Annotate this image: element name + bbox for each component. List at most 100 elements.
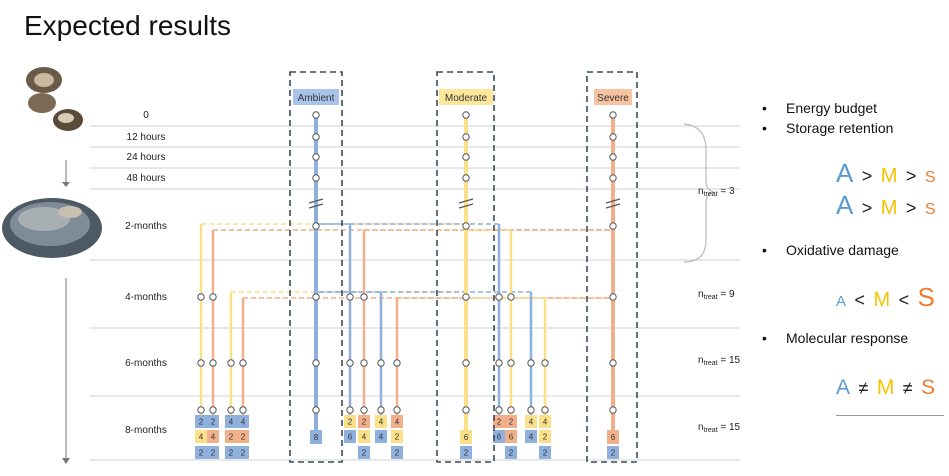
sample-count-box: [237, 430, 249, 443]
sample-count-box: [237, 415, 249, 428]
ineq-a: A: [836, 376, 851, 399]
timepoint-label: 2-months: [125, 221, 167, 232]
page-title: Expected results: [24, 10, 231, 41]
divider-line: [836, 415, 944, 416]
ineq-op: <: [898, 290, 910, 310]
sample-count-box: [195, 446, 207, 459]
molecular-inequality: A ≠ M ≠ S: [836, 376, 935, 400]
sampling-point: [312, 222, 320, 230]
sampling-point: [527, 359, 535, 367]
sample-count-box: [539, 446, 551, 459]
ineq-op: <: [854, 290, 865, 310]
sample-count-label: 2: [348, 418, 353, 427]
sampling-point: [312, 111, 320, 119]
sampling-point: [462, 174, 470, 182]
sample-count-box: [391, 415, 403, 428]
axis-break: [308, 198, 324, 204]
sampling-point: [312, 174, 320, 182]
sample-count-label: 6: [611, 433, 616, 442]
n-treat-label: ntreat = 15: [698, 422, 741, 434]
sample-count-label: 2: [395, 433, 400, 442]
sample-count-box: [375, 415, 387, 428]
axis-break: [458, 203, 474, 209]
sampling-point: [609, 406, 617, 414]
sampling-point: [346, 293, 354, 301]
n-treat-label: ntreat = 15: [698, 355, 741, 367]
sample-count-label: 2: [395, 449, 400, 458]
sample-count-label: 6: [464, 433, 469, 442]
sampling-point: [312, 153, 320, 161]
sample-count-label: 2: [199, 418, 204, 427]
ineq-op: >: [905, 166, 917, 186]
timepoint-label: 8-months: [125, 425, 167, 436]
axis-break: [458, 198, 474, 204]
sample-count-box: [225, 446, 237, 459]
axis-break: [605, 203, 621, 209]
sampling-point: [462, 406, 470, 414]
growth-arrow-1-head: [62, 182, 70, 187]
sample-count-label: 2: [241, 433, 246, 442]
sampling-point: [197, 359, 205, 367]
sampling-point: [462, 293, 470, 301]
sampling-point: [495, 293, 503, 301]
sampling-point: [541, 359, 549, 367]
sampling-point: [239, 359, 247, 367]
treatment-header-bg: [594, 89, 632, 105]
sample-count-box: [493, 430, 505, 443]
ineq-m: M: [880, 197, 898, 219]
sampling-point: [377, 359, 385, 367]
sampling-point: [462, 133, 470, 141]
sample-count-label: 2: [229, 449, 234, 458]
sampling-point: [312, 133, 320, 141]
sample-count-label: 2: [543, 449, 548, 458]
sample-count-box: [607, 430, 619, 444]
sample-count-box: [225, 430, 237, 443]
sample-count-box: [525, 430, 537, 443]
sample-count-label: 2: [543, 433, 548, 442]
bullet-energy-budget: • Energy budget: [762, 100, 878, 116]
sample-count-box: [207, 446, 219, 459]
sample-count-label: 2: [362, 418, 367, 427]
sampling-point: [312, 359, 320, 367]
sampling-point: [346, 359, 354, 367]
sample-count-label: 4: [543, 418, 548, 427]
sampling-point: [209, 406, 217, 414]
sampling-point: [609, 133, 617, 141]
sample-count-label: 2: [497, 418, 502, 427]
sampling-point: [609, 293, 617, 301]
sample-count-label: 4: [379, 418, 384, 427]
timepoint-label: 12 hours: [127, 132, 166, 143]
sample-count-label: 2: [362, 449, 367, 458]
timepoint-label: 24 hours: [127, 152, 166, 163]
ineq-a: A: [836, 158, 854, 188]
sample-count-label: 4: [395, 418, 400, 427]
ineq-op: >: [861, 166, 873, 186]
sampling-point: [507, 359, 515, 367]
sample-count-box: [607, 446, 619, 459]
sampling-point: [462, 153, 470, 161]
sampling-point: [507, 406, 515, 414]
n-treat-label: ntreat = 9: [698, 289, 735, 301]
sample-count-box: [391, 446, 403, 459]
ineq-a: A: [836, 190, 854, 220]
timepoint-label: 6-months: [125, 358, 167, 369]
sample-count-box: [460, 446, 472, 459]
bullet-molecular-response: • Molecular response: [762, 330, 909, 346]
storage-inequality: A > M > S: [836, 190, 936, 221]
sample-count-label: 2: [199, 449, 204, 458]
sample-count-box: [391, 430, 403, 443]
sampling-point: [312, 293, 320, 301]
sample-count-box: [225, 415, 237, 428]
sample-count-label: 2: [211, 449, 216, 458]
ineq-op: >: [905, 198, 917, 218]
n-treat-label: ntreat = 3: [698, 186, 735, 198]
treatment-frame: [289, 71, 343, 463]
ineq-m: M: [876, 376, 895, 399]
sample-count-label: 6: [497, 433, 502, 442]
sample-count-label: 8: [314, 433, 319, 442]
sampling-point: [393, 359, 401, 367]
sampling-point: [462, 111, 470, 119]
sample-count-label: 2: [464, 449, 469, 458]
sample-count-label: 4: [229, 418, 234, 427]
